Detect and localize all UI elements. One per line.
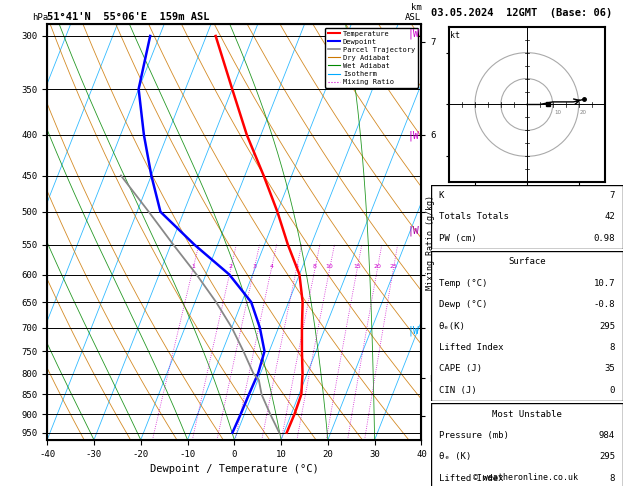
FancyBboxPatch shape — [431, 185, 623, 249]
FancyBboxPatch shape — [431, 403, 623, 486]
Text: PW (cm): PW (cm) — [438, 234, 476, 243]
Text: Totals Totals: Totals Totals — [438, 212, 508, 221]
Text: 42: 42 — [604, 212, 615, 221]
X-axis label: Dewpoint / Temperature (°C): Dewpoint / Temperature (°C) — [150, 464, 319, 474]
Text: LCL: LCL — [429, 375, 444, 384]
Text: 8: 8 — [610, 343, 615, 352]
Text: 3: 3 — [252, 264, 256, 269]
Text: |W: |W — [408, 29, 420, 39]
Text: Lifted Index: Lifted Index — [438, 343, 503, 352]
Text: CIN (J): CIN (J) — [438, 386, 476, 395]
Text: 20: 20 — [374, 264, 381, 269]
FancyBboxPatch shape — [431, 251, 623, 401]
Text: 51°41'N  55°06'E  159m ASL: 51°41'N 55°06'E 159m ASL — [47, 12, 209, 22]
Text: Temp (°C): Temp (°C) — [438, 279, 487, 288]
Text: θₑ (K): θₑ (K) — [438, 452, 470, 461]
Text: 35: 35 — [604, 364, 615, 373]
Text: Mixing Ratio (g/kg): Mixing Ratio (g/kg) — [426, 195, 435, 291]
Text: 03.05.2024  12GMT  (Base: 06): 03.05.2024 12GMT (Base: 06) — [431, 8, 612, 18]
Text: 8: 8 — [610, 474, 615, 483]
Text: Pressure (mb): Pressure (mb) — [438, 431, 508, 440]
Text: 0: 0 — [610, 386, 615, 395]
Text: 8: 8 — [313, 264, 317, 269]
Text: CAPE (J): CAPE (J) — [438, 364, 482, 373]
Text: K: K — [438, 191, 444, 200]
Text: 295: 295 — [599, 322, 615, 330]
Text: θₑ(K): θₑ(K) — [438, 322, 465, 330]
Text: km
ASL: km ASL — [405, 3, 421, 22]
Text: 2: 2 — [229, 264, 233, 269]
Text: |W: |W — [408, 226, 420, 236]
Text: 984: 984 — [599, 431, 615, 440]
Text: 25: 25 — [389, 264, 398, 269]
Text: 15: 15 — [353, 264, 361, 269]
Text: kt: kt — [450, 31, 460, 40]
Text: 10.7: 10.7 — [594, 279, 615, 288]
Text: 0.98: 0.98 — [594, 234, 615, 243]
Legend: Temperature, Dewpoint, Parcel Trajectory, Dry Adiabat, Wet Adiabat, Isotherm, Mi: Temperature, Dewpoint, Parcel Trajectory… — [325, 28, 418, 88]
Text: Dewp (°C): Dewp (°C) — [438, 300, 487, 309]
Text: Surface: Surface — [508, 258, 545, 266]
Text: hPa: hPa — [32, 13, 48, 22]
Text: 10: 10 — [326, 264, 333, 269]
Text: |W: |W — [408, 325, 420, 336]
Text: 4: 4 — [269, 264, 274, 269]
Text: 7: 7 — [610, 191, 615, 200]
Text: 1: 1 — [191, 264, 195, 269]
Text: Lifted Index: Lifted Index — [438, 474, 503, 483]
Text: 6: 6 — [294, 264, 299, 269]
Text: 10: 10 — [554, 110, 561, 115]
Text: |W: |W — [408, 131, 420, 141]
Text: Most Unstable: Most Unstable — [492, 410, 562, 418]
Text: 295: 295 — [599, 452, 615, 461]
Text: 20: 20 — [580, 110, 587, 115]
Text: © weatheronline.co.uk: © weatheronline.co.uk — [473, 473, 577, 482]
Text: -0.8: -0.8 — [594, 300, 615, 309]
